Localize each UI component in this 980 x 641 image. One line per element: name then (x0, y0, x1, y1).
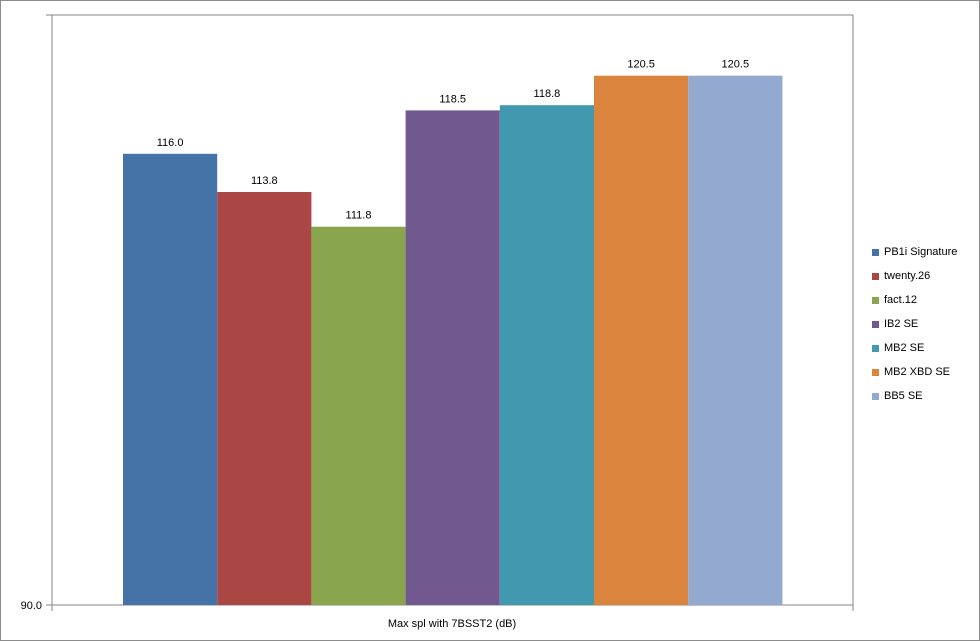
bar-1 (217, 192, 312, 605)
bars-group (123, 75, 783, 606)
legend-swatch (872, 296, 879, 304)
legend-swatch (872, 392, 879, 400)
data-label-2: 111.8 (346, 210, 372, 222)
data-label-1: 113.8 (251, 175, 278, 187)
legend-item: twenty.26 (872, 264, 976, 288)
legend-swatch (872, 272, 879, 280)
legend-item: fact.12 (872, 288, 976, 312)
legend-item: MB2 XBD SE (872, 360, 976, 384)
data-label-0: 116.0 (157, 137, 184, 149)
legend-swatch (872, 248, 879, 256)
legend-label: twenty.26 (884, 270, 931, 282)
bar-2 (311, 226, 406, 605)
legend-label: MB2 SE (884, 342, 925, 354)
data-label-5: 120.5 (627, 59, 655, 71)
bar-3 (405, 110, 500, 606)
legend-label: MB2 XBD SE (884, 366, 951, 378)
data-label-4: 118.8 (534, 88, 561, 100)
data-label-3: 118.5 (439, 93, 466, 105)
legend-item: PB1i Signature (872, 240, 976, 264)
legend-swatch (872, 320, 879, 328)
legend-label: fact.12 (884, 294, 918, 306)
data-labels-group: 116.0 113.8 111.8 118.5 118.8 120.5 120.5 (157, 59, 749, 222)
bar-0 (123, 153, 218, 606)
legend-label: PB1i Signature (884, 246, 958, 258)
legend-label: BB5 SE (884, 390, 923, 402)
bar-4 (499, 105, 594, 605)
legend: PB1i Signature twenty.26 fact.12 IB2 SE MB2 … (872, 240, 976, 408)
x-axis-label: Max spl with 7BSST2 (dB) (388, 618, 516, 630)
legend-swatch (872, 344, 879, 352)
legend-label: IB2 SE (884, 318, 919, 330)
legend-item: MB2 SE (872, 336, 976, 360)
bar-5 (594, 75, 689, 605)
legend-swatch (872, 368, 879, 376)
data-label-6: 120.5 (722, 59, 750, 71)
legend-item: BB5 SE (872, 384, 976, 408)
legend-item: IB2 SE (872, 312, 976, 336)
y-tick-label: 90.0 (21, 600, 42, 612)
bar-6 (688, 75, 783, 605)
